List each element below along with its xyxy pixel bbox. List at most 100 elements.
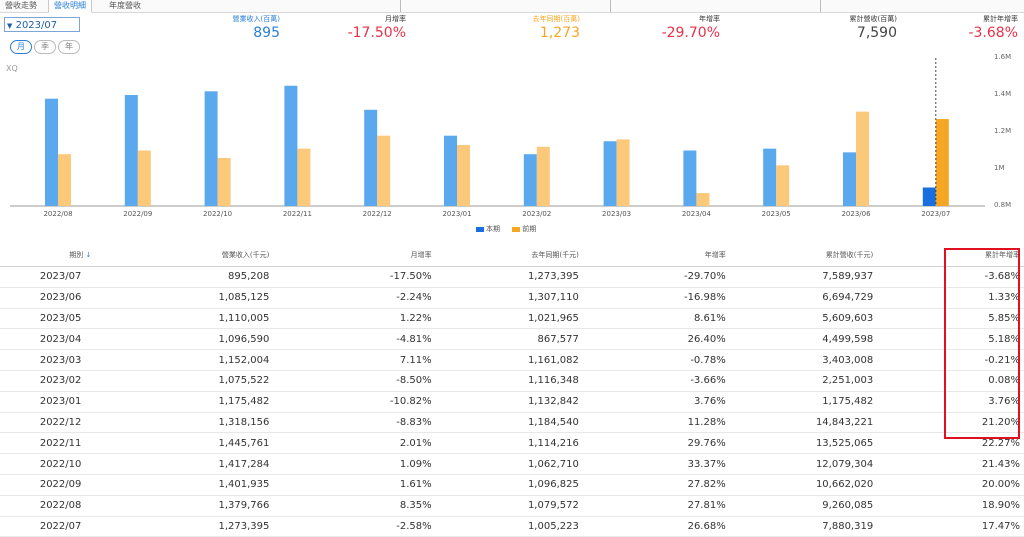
table-row[interactable]: 2023/02 1,075,522 -8.50% 1,116,348 -3.66% 2,2… [0,370,1024,392]
bar-previous[interactable] [856,111,869,206]
table-row[interactable]: 2022/07 1,273,395 -2.58% 1,005,223 26.68% 7,8… [0,516,1024,537]
col-header-yoy[interactable]: 年增率 [582,244,730,267]
bar-current[interactable] [683,150,697,207]
frequency-month-button[interactable]: 月 [10,40,32,54]
legend-current: 本期 [486,225,500,233]
chevron-down-icon: ▼ [7,22,13,30]
bar-current[interactable] [763,148,777,206]
bar-previous[interactable] [297,148,311,206]
bar-current[interactable] [284,85,298,206]
bar-current[interactable] [124,95,138,206]
table-cell: 2023/03 [0,349,96,371]
table-cell: 7,589,937 [729,266,878,288]
table-cell: 2022/11 [0,432,96,455]
x-tick-label: 2023/02 [522,210,551,218]
sort-down-icon[interactable]: ↓ [83,251,92,259]
bar-previous[interactable] [58,154,71,206]
bar-previous[interactable] [696,193,710,206]
table-cell: 29.76% [582,432,730,455]
table-cell: 1,175,482 [729,391,878,413]
table-row[interactable]: 2023/05 1,110,005 1.22% 1,021,965 8.61% 5,609… [0,308,1024,330]
stat-label: 去年同期(百萬) [532,15,580,23]
y-tick-label: 1.6M [994,53,1012,61]
stat-value: -17.50% [347,25,406,41]
col-header-cumulative[interactable]: 累計營收(千元) [729,244,878,267]
table-cell: 2023/01 [0,391,96,413]
table-row[interactable]: 2023/04 1,096,590 -4.81% 867,577 26.40% 4,499… [0,328,1024,351]
table-cell: 18.90% [877,495,1024,517]
table-cell: 11.28% [582,412,730,434]
bar-current[interactable] [364,109,378,206]
table-row[interactable]: 2023/01 1,175,482 -10.82% 1,132,842 3.76% 1,1… [0,391,1024,413]
col-header-cumulative-yoy[interactable]: 累計年增率 [877,244,1024,267]
table-row[interactable]: 2023/03 1,152,004 7.11% 1,161,082 -0.78% 3,40… [0,349,1024,371]
table-cell: 1,379,766 [95,495,274,517]
table-cell: 1,401,935 [95,474,274,496]
table-cell: 1,096,590 [95,328,274,351]
bar-current[interactable] [523,154,537,206]
table-cell: -2.58% [273,516,436,537]
table-cell: 3.76% [582,391,730,413]
table-cell: 3.76% [877,391,1024,413]
table-cell: 14,843,221 [729,412,878,434]
table-cell: 867,577 [435,328,583,351]
tab-annual-revenue[interactable]: 年度營收 [109,1,141,10]
bar-current[interactable] [444,135,457,206]
table-cell: 1.09% [273,453,436,475]
table-row[interactable]: 2022/08 1,379,766 8.35% 1,079,572 27.81% 9,26… [0,495,1024,517]
table-cell: 3,403,008 [729,349,878,371]
table-cell: 5.18% [877,328,1024,351]
chart-legend: 本期 前期 [476,224,536,234]
frequency-year-button[interactable]: 年 [58,40,80,54]
table-cell: 20.00% [877,474,1024,496]
col-header-last-year[interactable]: 去年同期(千元) [435,244,583,267]
stat-label: 年增率 [699,15,720,23]
bar-previous[interactable] [217,157,231,206]
table-row[interactable]: 2022/09 1,401,935 1.61% 1,096,825 27.82% 10,6… [0,474,1024,496]
table-row[interactable]: 2022/12 1,318,156 -8.83% 1,184,540 11.28% 14,… [0,412,1024,434]
bar-current[interactable] [45,98,58,206]
y-tick-label: 1M [994,164,1005,172]
table-cell: -0.78% [582,349,730,371]
bar-previous[interactable] [776,165,790,206]
table-row[interactable]: 2022/11 1,445,761 2.01% 1,114,216 29.76% 13,5… [0,432,1024,455]
table-cell: 1.61% [273,474,436,496]
col-header-period[interactable]: 期別 ↓ [0,244,96,267]
table-cell: 22.27% [877,432,1024,455]
table-cell: 21.43% [877,453,1024,475]
bar-current[interactable] [843,152,856,206]
bar-previous[interactable] [377,135,391,206]
bar-previous[interactable] [137,150,151,207]
table-row[interactable]: 2023/07 895,208 -17.50% 1,273,395 -29.70% 7,5… [0,266,1024,288]
x-tick-label: 2023/04 [682,210,712,218]
legend-previous: 前期 [522,225,537,233]
bar-previous[interactable] [457,144,470,206]
table-cell: 10,662,020 [729,474,878,496]
table-cell: 1,132,842 [435,391,583,413]
col-header-revenue[interactable]: 營業收入(千元) [95,244,274,267]
bar-previous[interactable] [935,119,949,206]
divider [610,0,611,12]
table-cell: 895,208 [95,266,274,288]
table-cell: -10.82% [273,391,436,413]
stat-value: -29.70% [661,25,720,41]
table-cell: 2.01% [273,432,436,455]
table-row[interactable]: 2023/06 1,085,125 -2.24% 1,307,110 -16.98% 6,… [0,287,1024,309]
bar-previous[interactable] [536,146,550,206]
bar-current[interactable] [922,187,936,207]
table-cell: -3.68% [877,266,1024,288]
table-row[interactable]: 2022/10 1,417,284 1.09% 1,062,710 33.37% 12,0… [0,453,1024,475]
table-cell: 1,114,216 [435,432,583,455]
col-header-mom[interactable]: 月增率 [273,244,436,267]
table-cell: -4.81% [273,328,436,351]
tab-revenue-trend[interactable]: 營收走勢 [5,1,37,10]
tab-revenue-detail[interactable]: 營收明細 [48,0,92,13]
bar-current[interactable] [603,141,617,206]
frequency-quarter-button[interactable]: 季 [34,40,56,54]
table-cell: 4,499,598 [729,328,878,351]
table-cell: 1,075,522 [95,370,274,392]
y-tick-label: 1.2M [994,127,1012,135]
period-select[interactable]: ▼ 2023/07 [4,17,80,32]
bar-current[interactable] [204,91,218,206]
bar-previous[interactable] [616,139,630,206]
